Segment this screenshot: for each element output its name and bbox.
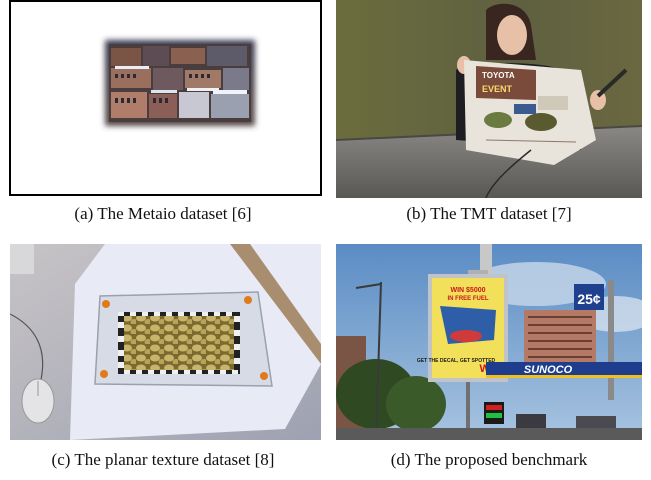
event-text: EVENT <box>482 84 513 94</box>
caption-b: (b) The TMT dataset [7] <box>406 204 572 223</box>
panel-a-image <box>9 0 322 196</box>
station-text: SUNOCO <box>524 364 573 376</box>
benchmark-image: WIN $5000 IN FREE FUEL GET THE DECAL, GE… <box>336 244 642 440</box>
city-rooftops <box>109 44 251 122</box>
billboard: WIN $5000 IN FREE FUEL GET THE DECAL, GE… <box>417 274 508 382</box>
caption-c: (c) The planar texture dataset [8] <box>51 450 275 469</box>
billboard-bottom-text: GET THE DECAL, GET SPOTTED <box>417 358 496 364</box>
caption-d: (d) The proposed benchmark <box>390 450 588 469</box>
caption-a: (a) The Metaio dataset [6] <box>74 204 252 223</box>
panel-c-image <box>10 244 321 440</box>
price-sign: 25¢ <box>574 284 604 310</box>
station-canopy: SUNOCO <box>486 362 642 378</box>
stone-texture <box>118 312 240 374</box>
billboard-mid-text: IN FREE FUEL <box>447 296 488 302</box>
panel-b-image: TOYOTA EVENT <box>336 0 642 198</box>
newspaper: TOYOTA EVENT <box>464 60 596 165</box>
panel-d-image: WIN $5000 IN FREE FUEL GET THE DECAL, GE… <box>336 244 642 440</box>
planar-texture-image <box>10 244 321 440</box>
metaio-image <box>105 40 255 126</box>
tmt-image: TOYOTA EVENT <box>336 0 642 198</box>
mouse <box>21 378 55 424</box>
toyota-text: TOYOTA <box>482 71 515 80</box>
billboard-top-text: WIN $5000 <box>450 287 485 294</box>
price-text: 25¢ <box>577 291 601 307</box>
